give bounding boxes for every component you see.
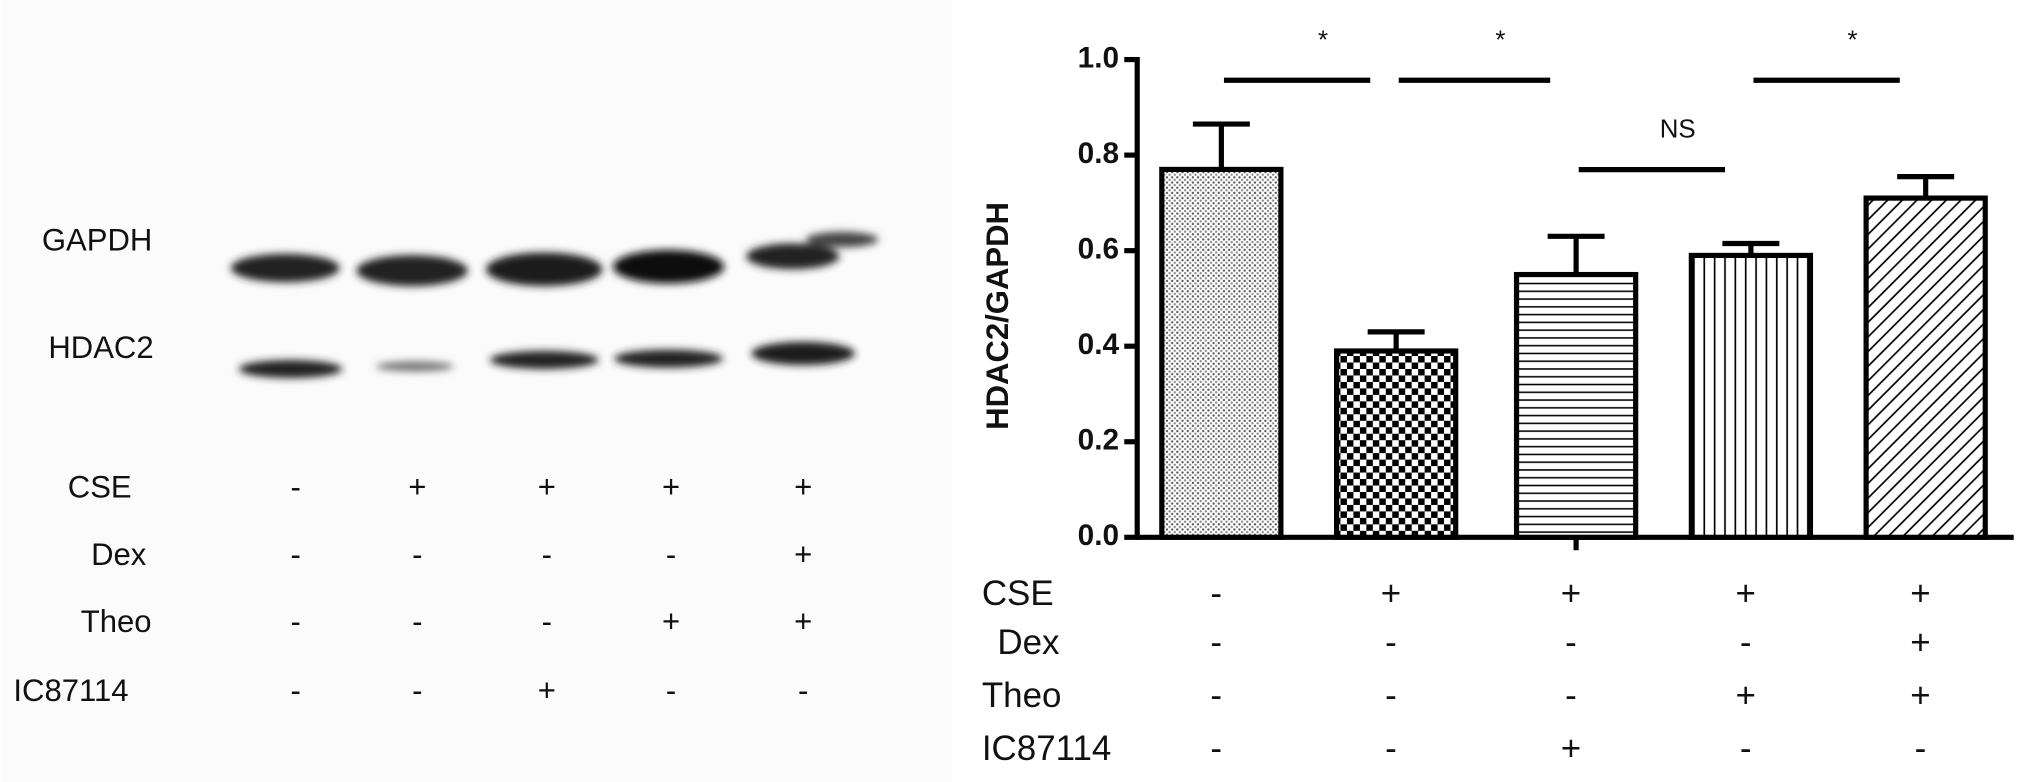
- y-tick-label: 0.4: [1078, 328, 1120, 361]
- condition-value: -: [1565, 676, 1577, 715]
- condition-value: -: [1565, 623, 1577, 662]
- bar: [1863, 195, 1988, 540]
- bar: [1513, 271, 1639, 540]
- blot-bands: [230, 231, 879, 379]
- condition-value: -: [1210, 676, 1222, 715]
- condition-value: -: [290, 673, 300, 708]
- condition-value: -: [1210, 623, 1222, 662]
- blot-label: GAPDH: [42, 222, 152, 257]
- condition-value: +: [1381, 574, 1401, 613]
- condition-value: -: [1385, 623, 1397, 662]
- y-tick-label: 0.2: [1078, 424, 1119, 457]
- condition-value: -: [290, 470, 300, 505]
- condition-value: -: [798, 673, 808, 708]
- condition-value: +: [662, 604, 680, 639]
- condition-value: -: [1740, 623, 1752, 662]
- condition-name: IC87114: [13, 673, 128, 708]
- condition-value: +: [538, 673, 556, 708]
- condition-value: +: [794, 537, 812, 572]
- condition-value: +: [662, 470, 680, 505]
- condition-name: Theo: [81, 604, 152, 639]
- condition-value: -: [666, 673, 676, 708]
- comparison-label: *: [1318, 26, 1328, 54]
- y-tick-label: 0.8: [1078, 137, 1119, 170]
- condition-value: +: [1561, 574, 1581, 613]
- condition-value: -: [1210, 729, 1222, 768]
- condition-value: -: [1385, 729, 1397, 768]
- condition-value: +: [1910, 623, 1930, 662]
- condition-name: Theo: [982, 676, 1062, 715]
- condition-value: -: [412, 537, 422, 572]
- condition-value: -: [666, 537, 676, 572]
- condition-value: -: [290, 604, 300, 639]
- condition-value: -: [1385, 676, 1397, 715]
- y-axis-label: HDAC2/GAPDH: [980, 202, 1015, 430]
- bar: [1159, 166, 1284, 540]
- condition-value: +: [794, 470, 812, 505]
- blot-panel: [0, 0, 953, 782]
- blot-label: HDAC2: [48, 330, 153, 365]
- condition-value: +: [408, 470, 426, 505]
- condition-value: -: [412, 673, 422, 708]
- condition-value: +: [794, 604, 812, 639]
- y-tick-label: 1.0: [1078, 41, 1119, 74]
- condition-name: CSE: [68, 470, 132, 505]
- comparison-label: *: [1847, 26, 1857, 54]
- condition-value: +: [1736, 574, 1756, 613]
- condition-value: +: [1736, 676, 1756, 715]
- condition-value: -: [290, 537, 300, 572]
- bar: [1688, 252, 1814, 540]
- condition-value: -: [1740, 729, 1752, 768]
- comparison-label: NS: [1660, 116, 1696, 144]
- condition-value: +: [1910, 676, 1930, 715]
- y-tick-label: 0.0: [1078, 519, 1119, 552]
- condition-name: CSE: [982, 574, 1054, 613]
- comparison-label: *: [1495, 26, 1505, 54]
- condition-value: +: [538, 470, 556, 505]
- condition-value: -: [412, 604, 422, 639]
- condition-name: Dex: [997, 623, 1060, 662]
- condition-value: -: [1210, 574, 1222, 613]
- condition-name: IC87114: [982, 729, 1111, 768]
- bar: [1333, 348, 1459, 540]
- condition-value: -: [542, 537, 552, 572]
- condition-value: +: [1910, 574, 1930, 613]
- y-tick-label: 0.6: [1078, 233, 1119, 266]
- condition-value: -: [1915, 729, 1927, 768]
- condition-value: +: [1561, 729, 1581, 768]
- condition-value: -: [542, 604, 552, 639]
- condition-name: Dex: [91, 537, 147, 572]
